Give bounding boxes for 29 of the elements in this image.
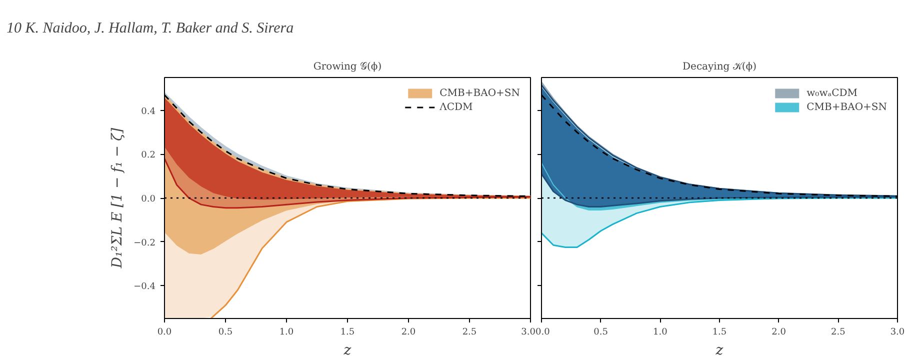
x-tick-label: 1.5 bbox=[340, 328, 355, 338]
x-tick-label: 0.5 bbox=[218, 328, 233, 338]
y-tick-label: −0.2 bbox=[134, 238, 156, 248]
legend-label: CMB+BAO+SN bbox=[440, 87, 520, 99]
chart-title: Growing 𝒢(ϕ) bbox=[313, 62, 382, 72]
x-tick-label: 2.0 bbox=[401, 328, 416, 338]
x-tick-label: 1.5 bbox=[712, 328, 727, 338]
y-tick-label: 0.2 bbox=[141, 150, 156, 161]
x-tick-label: 2.5 bbox=[462, 328, 477, 338]
legend-label: w₀wₐCDM bbox=[806, 87, 858, 99]
x-axis-title: z bbox=[714, 342, 724, 358]
x-tick-label: 2.0 bbox=[772, 328, 786, 338]
x-tick-label: 0.0 bbox=[536, 328, 550, 338]
x-tick-label: 1.0 bbox=[653, 328, 668, 338]
y-tick-label: 0.0 bbox=[141, 194, 156, 204]
x-tick-label: 0.5 bbox=[594, 328, 608, 338]
x-tick-label: 3.0 bbox=[890, 328, 905, 338]
x-tick-label: 0.0 bbox=[157, 328, 172, 338]
chart-title: Decaying 𝒦(ϕ) bbox=[682, 62, 757, 72]
y-axis-title: D₁²ΣL E [1 − f₁ − ζ] bbox=[110, 127, 126, 270]
legend-label: CMB+BAO+SN bbox=[806, 101, 887, 113]
x-axis-title: z bbox=[342, 342, 352, 358]
y-tick-label: 0.4 bbox=[141, 106, 156, 117]
x-tick-label: 1.0 bbox=[279, 328, 294, 338]
x-tick-label: 3.0 bbox=[521, 328, 536, 338]
legend-label: ΛCDM bbox=[440, 101, 473, 113]
y-tick-label: −0.4 bbox=[134, 282, 156, 292]
x-tick-label: 2.5 bbox=[831, 328, 846, 338]
text: 10 K. Naidoo, J. Hallam, T. Baker and S. Sirera bbox=[6, 20, 294, 36]
